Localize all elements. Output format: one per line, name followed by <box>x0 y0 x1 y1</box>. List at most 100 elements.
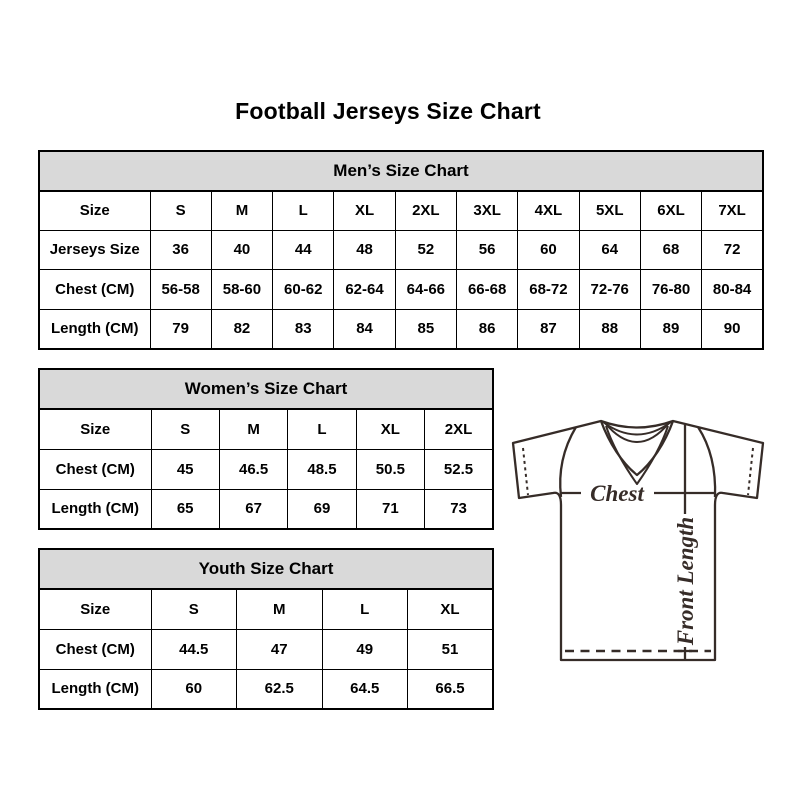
size-value-cell: S <box>150 408 220 450</box>
size-value-cell: 36 <box>149 229 212 270</box>
size-value-cell: 2XL <box>394 190 457 231</box>
table-row: Length (CM) 60 62.5 64.5 66.5 <box>38 668 494 710</box>
size-value-cell: 62-64 <box>333 269 396 310</box>
size-value-cell: S <box>150 588 237 630</box>
size-value-cell: 90 <box>701 308 764 349</box>
jersey-outline <box>511 419 765 662</box>
size-value-cell: 86 <box>455 308 519 349</box>
size-value-cell: S <box>149 190 212 231</box>
size-value-cell: 72-76 <box>578 269 641 310</box>
size-value-cell: M <box>236 588 323 630</box>
size-value-cell: 64 <box>578 229 641 270</box>
table-row: Length (CM) 65 67 69 71 73 <box>38 488 494 530</box>
collar-v-inner <box>605 425 669 485</box>
size-value-cell: 88 <box>578 308 641 349</box>
size-value-cell: 47 <box>236 628 323 670</box>
left-cuff-dotted-line <box>522 447 529 496</box>
table-row: Jerseys Size 36 40 44 48 52 56 60 64 68 72 <box>38 229 764 270</box>
page-title: Football Jerseys Size Chart <box>235 98 541 124</box>
size-value-cell: 80-84 <box>701 269 764 310</box>
table-row: Size S M L XL 2XL 3XL 4XL 5XL 6XL 7XL <box>38 190 764 231</box>
mens-table-title: Men’s Size Chart <box>38 150 764 192</box>
size-value-cell: 5XL <box>578 190 641 231</box>
size-value-cell: 40 <box>210 229 274 270</box>
size-value-cell: 48.5 <box>287 448 357 490</box>
size-value-cell: 48 <box>333 229 396 270</box>
womens-size-table: Women’s Size Chart Size S M L XL 2XL Chest (CM)… <box>38 368 494 530</box>
chest-label: Chest <box>590 481 644 506</box>
size-value-cell: 44 <box>272 229 335 270</box>
size-value-cell: XL <box>407 588 494 630</box>
size-value-cell: 50.5 <box>355 448 426 490</box>
size-value-cell: M <box>210 190 274 231</box>
size-value-cell: 72 <box>701 229 764 270</box>
right-sleeve-seam <box>697 426 717 498</box>
size-value-cell: L <box>287 408 357 450</box>
row-label: Chest (CM) <box>38 628 152 670</box>
size-value-cell: 60-62 <box>272 269 335 310</box>
womens-header-row: Women’s Size Chart <box>38 368 494 410</box>
front-length-label: Front Length <box>673 517 698 646</box>
table-row: Chest (CM) 45 46.5 48.5 50.5 52.5 <box>38 448 494 490</box>
size-value-cell: 60 <box>517 229 580 270</box>
size-value-cell: 76-80 <box>639 269 703 310</box>
size-value-cell: 51 <box>407 628 494 670</box>
size-value-cell: 45 <box>150 448 220 490</box>
size-value-cell: 69 <box>287 488 357 530</box>
row-label: Size <box>38 190 151 231</box>
size-value-cell: 4XL <box>517 190 580 231</box>
size-value-cell: 56-58 <box>149 269 212 310</box>
row-label: Chest (CM) <box>38 269 151 310</box>
size-value-cell: 65 <box>150 488 220 530</box>
size-value-cell: 66.5 <box>407 668 494 710</box>
size-value-cell: 3XL <box>455 190 519 231</box>
size-value-cell: 67 <box>218 488 289 530</box>
size-value-cell: 82 <box>210 308 274 349</box>
mens-size-table: Men’s Size Chart Size S M L XL 2XL 3XL 4XL 5XL 6XL… <box>38 150 764 350</box>
table-row: Size S M L XL <box>38 588 494 630</box>
table-row: Size S M L XL 2XL <box>38 408 494 450</box>
size-value-cell: 66-68 <box>455 269 519 310</box>
size-value-cell: 44.5 <box>150 628 237 670</box>
size-value-cell: 58-60 <box>210 269 274 310</box>
table-row: Chest (CM) 56-58 58-60 60-62 62-64 64-66 66-68… <box>38 269 764 310</box>
size-value-cell: 56 <box>455 229 519 270</box>
size-value-cell: 89 <box>639 308 703 349</box>
collar-v-outer <box>599 420 675 477</box>
size-value-cell: 68 <box>639 229 703 270</box>
mens-header-row: Men’s Size Chart <box>38 150 764 192</box>
size-value-cell: 64-66 <box>394 269 457 310</box>
womens-table-title: Women’s Size Chart <box>38 368 494 410</box>
youth-size-table: Youth Size Chart Size S M L XL Chest (CM) 44.5 4… <box>38 548 494 710</box>
left-sleeve-seam <box>559 426 577 498</box>
size-value-cell: M <box>218 408 289 450</box>
size-value-cell: 85 <box>394 308 457 349</box>
table-row: Chest (CM) 44.5 47 49 51 <box>38 628 494 670</box>
size-value-cell: 52 <box>394 229 457 270</box>
size-value-cell: 52.5 <box>424 448 494 490</box>
size-value-cell: L <box>321 588 408 630</box>
size-value-cell: 79 <box>149 308 212 349</box>
youth-table-title: Youth Size Chart <box>38 548 494 590</box>
size-value-cell: 7XL <box>701 190 764 231</box>
collar-back-arc-1 <box>602 421 672 436</box>
size-value-cell: 49 <box>321 628 408 670</box>
size-value-cell: 62.5 <box>236 668 323 710</box>
row-label: Size <box>38 588 152 630</box>
right-cuff-dotted-line <box>747 447 754 496</box>
size-value-cell: XL <box>333 190 396 231</box>
size-value-cell: 46.5 <box>218 448 289 490</box>
size-value-cell: 64.5 <box>321 668 408 710</box>
size-value-cell: 87 <box>517 308 580 349</box>
row-label: Length (CM) <box>38 308 151 349</box>
size-value-cell: L <box>272 190 335 231</box>
jersey-measurement-diagram: Chest Front Length <box>511 419 765 662</box>
collar-back-arc-2 <box>604 422 670 443</box>
size-value-cell: 2XL <box>424 408 494 450</box>
row-label: Size <box>38 408 152 450</box>
size-value-cell: 6XL <box>639 190 703 231</box>
size-value-cell: 84 <box>333 308 396 349</box>
size-value-cell: 71 <box>355 488 426 530</box>
size-value-cell: 68-72 <box>517 269 580 310</box>
